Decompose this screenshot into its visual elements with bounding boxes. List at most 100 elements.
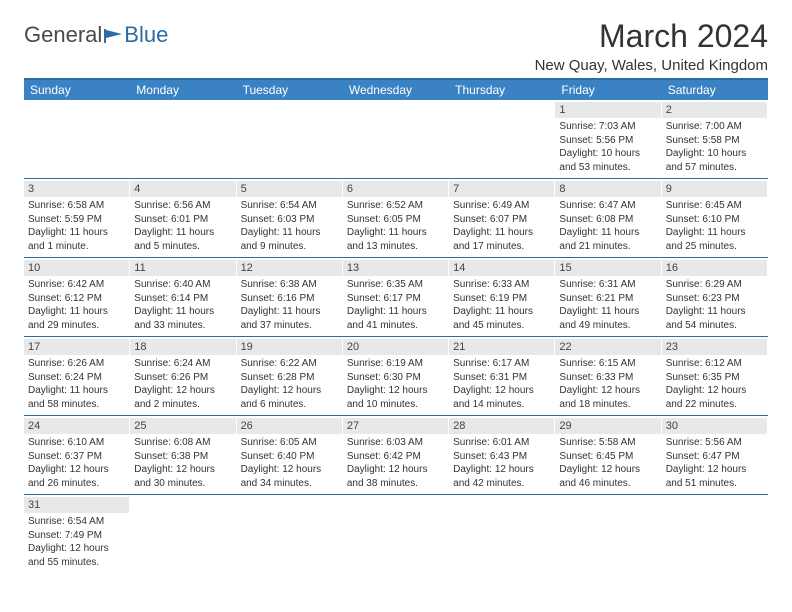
sunset-text: Sunset: 6:12 PM — [28, 292, 125, 306]
day-number: 26 — [237, 418, 342, 434]
week-row: 24Sunrise: 6:10 AMSunset: 6:37 PMDayligh… — [24, 416, 768, 495]
day-number: 8 — [555, 181, 660, 197]
daylight1-text: Daylight: 11 hours — [666, 226, 763, 240]
day-number: 12 — [237, 260, 342, 276]
day-number: 13 — [343, 260, 448, 276]
day-cell — [449, 100, 555, 178]
sunrise-text: Sunrise: 6:29 AM — [666, 278, 763, 292]
sunset-text: Sunset: 6:23 PM — [666, 292, 763, 306]
sunrise-text: Sunrise: 6:26 AM — [28, 357, 125, 371]
day-number: 3 — [24, 181, 129, 197]
day-number: 7 — [449, 181, 554, 197]
sunrise-text: Sunrise: 6:03 AM — [347, 436, 444, 450]
day-cell: 28Sunrise: 6:01 AMSunset: 6:43 PMDayligh… — [449, 416, 555, 494]
daylight2-text: and 42 minutes. — [453, 477, 550, 491]
sunset-text: Sunset: 6:43 PM — [453, 450, 550, 464]
daylight2-text: and 17 minutes. — [453, 240, 550, 254]
sunrise-text: Sunrise: 6:54 AM — [28, 515, 125, 529]
daylight1-text: Daylight: 12 hours — [559, 384, 656, 398]
sunrise-text: Sunrise: 6:05 AM — [241, 436, 338, 450]
daylight1-text: Daylight: 10 hours — [559, 147, 656, 161]
daylight2-text: and 26 minutes. — [28, 477, 125, 491]
daylight1-text: Daylight: 12 hours — [347, 384, 444, 398]
day-number: 27 — [343, 418, 448, 434]
day-cell: 17Sunrise: 6:26 AMSunset: 6:24 PMDayligh… — [24, 337, 130, 415]
day-number — [130, 497, 235, 513]
page-header: General Blue March 2024 New Quay, Wales,… — [24, 18, 768, 74]
day-cell: 16 Sunrise: 6:29 AMSunset: 6:23 PMDayligh… — [662, 258, 768, 336]
day-cell — [130, 495, 236, 573]
sunset-text: Sunset: 6:01 PM — [134, 213, 231, 227]
weekday-header: Tuesday — [237, 80, 343, 100]
title-block: March 2024 New Quay, Wales, United Kingd… — [535, 18, 768, 74]
weekday-header: Friday — [555, 80, 661, 100]
daylight2-text: and 53 minutes. — [559, 161, 656, 175]
sunset-text: Sunset: 6:42 PM — [347, 450, 444, 464]
daylight1-text: Daylight: 11 hours — [347, 226, 444, 240]
day-cell: 26Sunrise: 6:05 AMSunset: 6:40 PMDayligh… — [237, 416, 343, 494]
week-row: 3Sunrise: 6:58 AMSunset: 5:59 PMDaylight… — [24, 179, 768, 258]
day-number — [130, 102, 235, 118]
day-number — [24, 102, 129, 118]
weekday-header: Thursday — [449, 80, 555, 100]
weekday-header: Wednesday — [343, 80, 449, 100]
day-number: 30 — [662, 418, 767, 434]
day-number: 20 — [343, 339, 448, 355]
day-number: 16 — [662, 260, 767, 276]
sunrise-text: Sunrise: 6:40 AM — [134, 278, 231, 292]
sunrise-text: Sunrise: 6:52 AM — [347, 199, 444, 213]
day-number: 6 — [343, 181, 448, 197]
daylight1-text: Daylight: 11 hours — [134, 305, 231, 319]
flag-icon — [104, 29, 124, 43]
daylight2-text: and 30 minutes. — [134, 477, 231, 491]
daylight2-text: and 9 minutes. — [241, 240, 338, 254]
sunrise-text: Sunrise: 6:10 AM — [28, 436, 125, 450]
sunset-text: Sunset: 6:21 PM — [559, 292, 656, 306]
daylight1-text: Daylight: 11 hours — [28, 384, 125, 398]
day-cell: 6Sunrise: 6:52 AMSunset: 6:05 PMDaylight… — [343, 179, 449, 257]
day-cell — [24, 100, 130, 178]
sunrise-text: Sunrise: 6:15 AM — [559, 357, 656, 371]
logo-text-general: General — [24, 22, 102, 48]
daylight1-text: Daylight: 11 hours — [28, 226, 125, 240]
day-number: 2 — [662, 102, 767, 118]
sunrise-text: Sunrise: 7:03 AM — [559, 120, 656, 134]
day-cell: 7Sunrise: 6:49 AMSunset: 6:07 PMDaylight… — [449, 179, 555, 257]
daylight1-text: Daylight: 11 hours — [241, 226, 338, 240]
daylight2-text: and 45 minutes. — [453, 319, 550, 333]
day-cell — [343, 495, 449, 573]
month-title: March 2024 — [535, 18, 768, 55]
daylight2-text: and 6 minutes. — [241, 398, 338, 412]
sunset-text: Sunset: 5:59 PM — [28, 213, 125, 227]
week-row: 1Sunrise: 7:03 AMSunset: 5:56 PMDaylight… — [24, 100, 768, 179]
day-number: 11 — [130, 260, 235, 276]
day-cell: 4Sunrise: 6:56 AMSunset: 6:01 PMDaylight… — [130, 179, 236, 257]
day-number — [555, 497, 660, 513]
sunrise-text: Sunrise: 6:33 AM — [453, 278, 550, 292]
daylight2-text: and 22 minutes. — [666, 398, 763, 412]
day-cell: 2Sunrise: 7:00 AMSunset: 5:58 PMDaylight… — [662, 100, 768, 178]
daylight1-text: Daylight: 11 hours — [666, 305, 763, 319]
sunset-text: Sunset: 6:17 PM — [347, 292, 444, 306]
sunset-text: Sunset: 6:10 PM — [666, 213, 763, 227]
daylight2-text: and 5 minutes. — [134, 240, 231, 254]
daylight2-text: and 38 minutes. — [347, 477, 444, 491]
day-cell: 1Sunrise: 7:03 AMSunset: 5:56 PMDaylight… — [555, 100, 661, 178]
daylight1-text: Daylight: 11 hours — [28, 305, 125, 319]
sunset-text: Sunset: 5:56 PM — [559, 134, 656, 148]
day-number: 21 — [449, 339, 554, 355]
sunset-text: Sunset: 6:07 PM — [453, 213, 550, 227]
daylight2-text: and 57 minutes. — [666, 161, 763, 175]
day-cell: 24Sunrise: 6:10 AMSunset: 6:37 PMDayligh… — [24, 416, 130, 494]
logo-text-blue: Blue — [124, 22, 168, 48]
day-number: 9 — [662, 181, 767, 197]
daylight2-text: and 34 minutes. — [241, 477, 338, 491]
week-row: 10Sunrise: 6:42 AMSunset: 6:12 PMDayligh… — [24, 258, 768, 337]
day-cell — [343, 100, 449, 178]
sunset-text: Sunset: 6:28 PM — [241, 371, 338, 385]
sunrise-text: Sunrise: 6:42 AM — [28, 278, 125, 292]
sunset-text: Sunset: 6:47 PM — [666, 450, 763, 464]
sunset-text: Sunset: 6:33 PM — [559, 371, 656, 385]
sunrise-text: Sunrise: 5:58 AM — [559, 436, 656, 450]
day-cell: 27Sunrise: 6:03 AMSunset: 6:42 PMDayligh… — [343, 416, 449, 494]
